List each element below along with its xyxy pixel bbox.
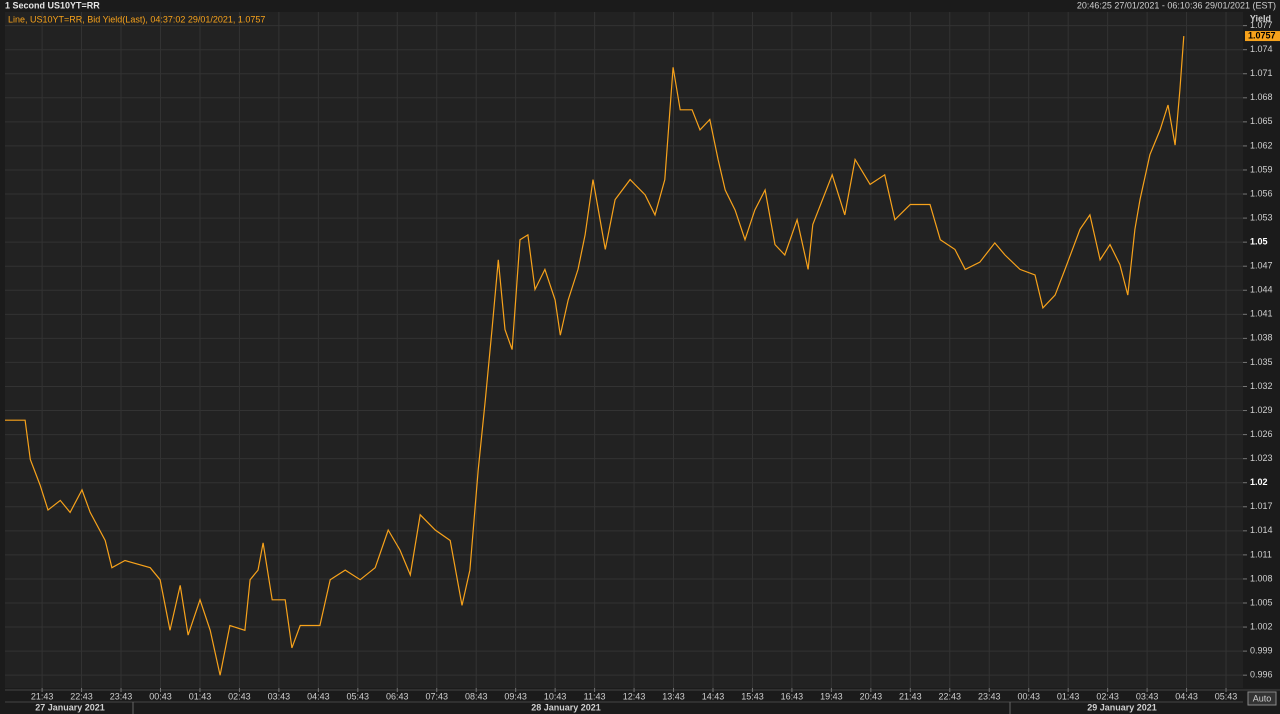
x-tick-label: 07:43 bbox=[425, 691, 448, 701]
auto-button-label[interactable]: Auto bbox=[1253, 693, 1272, 703]
x-tick-label: 22:43 bbox=[939, 691, 962, 701]
x-tick-label: 22:43 bbox=[70, 691, 93, 701]
y-tick-label: 1.017 bbox=[1250, 501, 1273, 511]
y-tick-label: 1.074 bbox=[1250, 44, 1273, 54]
y-tick-label: 1.062 bbox=[1250, 140, 1273, 150]
y-tick-label: 1.026 bbox=[1250, 429, 1273, 439]
x-tick-label: 15:43 bbox=[741, 691, 764, 701]
x-tick-label: 05:43 bbox=[1215, 691, 1238, 701]
x-tick-label: 03:43 bbox=[1136, 691, 1159, 701]
x-tick-label: 14:43 bbox=[702, 691, 725, 701]
x-tick-label: 10:43 bbox=[544, 691, 567, 701]
legend-entry: Line, US10YT=RR, Bid Yield(Last), 04:37:… bbox=[8, 14, 265, 24]
y-tick-label: 1.041 bbox=[1250, 309, 1273, 319]
x-tick-label: 02:43 bbox=[228, 691, 251, 701]
y-tick-label: 1.068 bbox=[1250, 92, 1273, 102]
y-tick-label: 1.056 bbox=[1250, 188, 1273, 198]
x-tick-label: 12:43 bbox=[623, 691, 646, 701]
x-tick-label: 16:43 bbox=[781, 691, 804, 701]
y-tick-label: 1.032 bbox=[1250, 381, 1273, 391]
x-tick-label: 08:43 bbox=[465, 691, 488, 701]
y-tick-label: 0.996 bbox=[1250, 670, 1273, 680]
y-axis-label: Yield bbox=[1250, 13, 1271, 23]
y-tick-label: 1.05 bbox=[1250, 237, 1268, 247]
x-tick-label: 05:43 bbox=[347, 691, 370, 701]
x-tick-label: 01:43 bbox=[189, 691, 212, 701]
date-label: 29 January 2021 bbox=[1087, 702, 1157, 712]
x-tick-label: 20:43 bbox=[860, 691, 883, 701]
y-tick-label: 1.029 bbox=[1250, 405, 1273, 415]
x-tick-label: 03:43 bbox=[268, 691, 291, 701]
y-tick-label: 1.044 bbox=[1250, 285, 1273, 295]
x-tick-label: 01:43 bbox=[1057, 691, 1080, 701]
y-tick-label: 1.035 bbox=[1250, 357, 1273, 367]
y-tick-label: 1.008 bbox=[1250, 573, 1273, 583]
y-tick-label: 1.071 bbox=[1250, 68, 1273, 78]
time-range: 20:46:25 27/01/2021 - 06:10:36 29/01/202… bbox=[1077, 0, 1276, 10]
y-tick-label: 1.047 bbox=[1250, 261, 1273, 271]
y-tick-label: 1.005 bbox=[1250, 597, 1273, 607]
y-tick-label: 1.023 bbox=[1250, 453, 1273, 463]
y-tick-label: 1.065 bbox=[1250, 116, 1273, 126]
last-value-box bbox=[1245, 31, 1280, 42]
date-label: 27 January 2021 bbox=[35, 702, 105, 712]
y-tick-label: 1.014 bbox=[1250, 525, 1273, 535]
y-tick-label: 1.002 bbox=[1250, 621, 1273, 631]
x-tick-label: 04:43 bbox=[1175, 691, 1198, 701]
x-tick-label: 02:43 bbox=[1096, 691, 1119, 701]
x-tick-label: 23:43 bbox=[978, 691, 1001, 701]
x-tick-label: 19:43 bbox=[820, 691, 843, 701]
x-tick-label: 11:43 bbox=[584, 691, 606, 701]
x-tick-label: 21:43 bbox=[899, 691, 922, 701]
x-tick-label: 06:43 bbox=[386, 691, 409, 701]
x-tick-label: 00:43 bbox=[1017, 691, 1040, 701]
y-tick-label: 1.011 bbox=[1250, 549, 1272, 559]
date-label: 28 January 2021 bbox=[531, 702, 601, 712]
y-tick-label: 1.053 bbox=[1250, 212, 1273, 222]
auto-button[interactable] bbox=[1247, 691, 1277, 706]
last-value-label: 1.0757 bbox=[1248, 30, 1276, 40]
x-tick-label: 04:43 bbox=[307, 691, 330, 701]
x-tick-label: 00:43 bbox=[149, 691, 172, 701]
x-tick-label: 09:43 bbox=[504, 691, 527, 701]
y-tick-label: 0.999 bbox=[1250, 645, 1273, 655]
y-tick-label: 1.059 bbox=[1250, 164, 1273, 174]
data-line bbox=[5, 36, 1185, 676]
y-tick-label: 1.077 bbox=[1250, 20, 1273, 30]
x-tick-label: 21:43 bbox=[31, 691, 54, 701]
y-tick-label: 1.038 bbox=[1250, 333, 1273, 343]
chart-title: 1 Second US10YT=RR bbox=[5, 0, 100, 10]
x-tick-label: 23:43 bbox=[110, 691, 133, 701]
x-tick-label: 13:43 bbox=[662, 691, 685, 701]
plot-area bbox=[5, 12, 1243, 688]
y-tick-label: 1.02 bbox=[1250, 477, 1268, 487]
